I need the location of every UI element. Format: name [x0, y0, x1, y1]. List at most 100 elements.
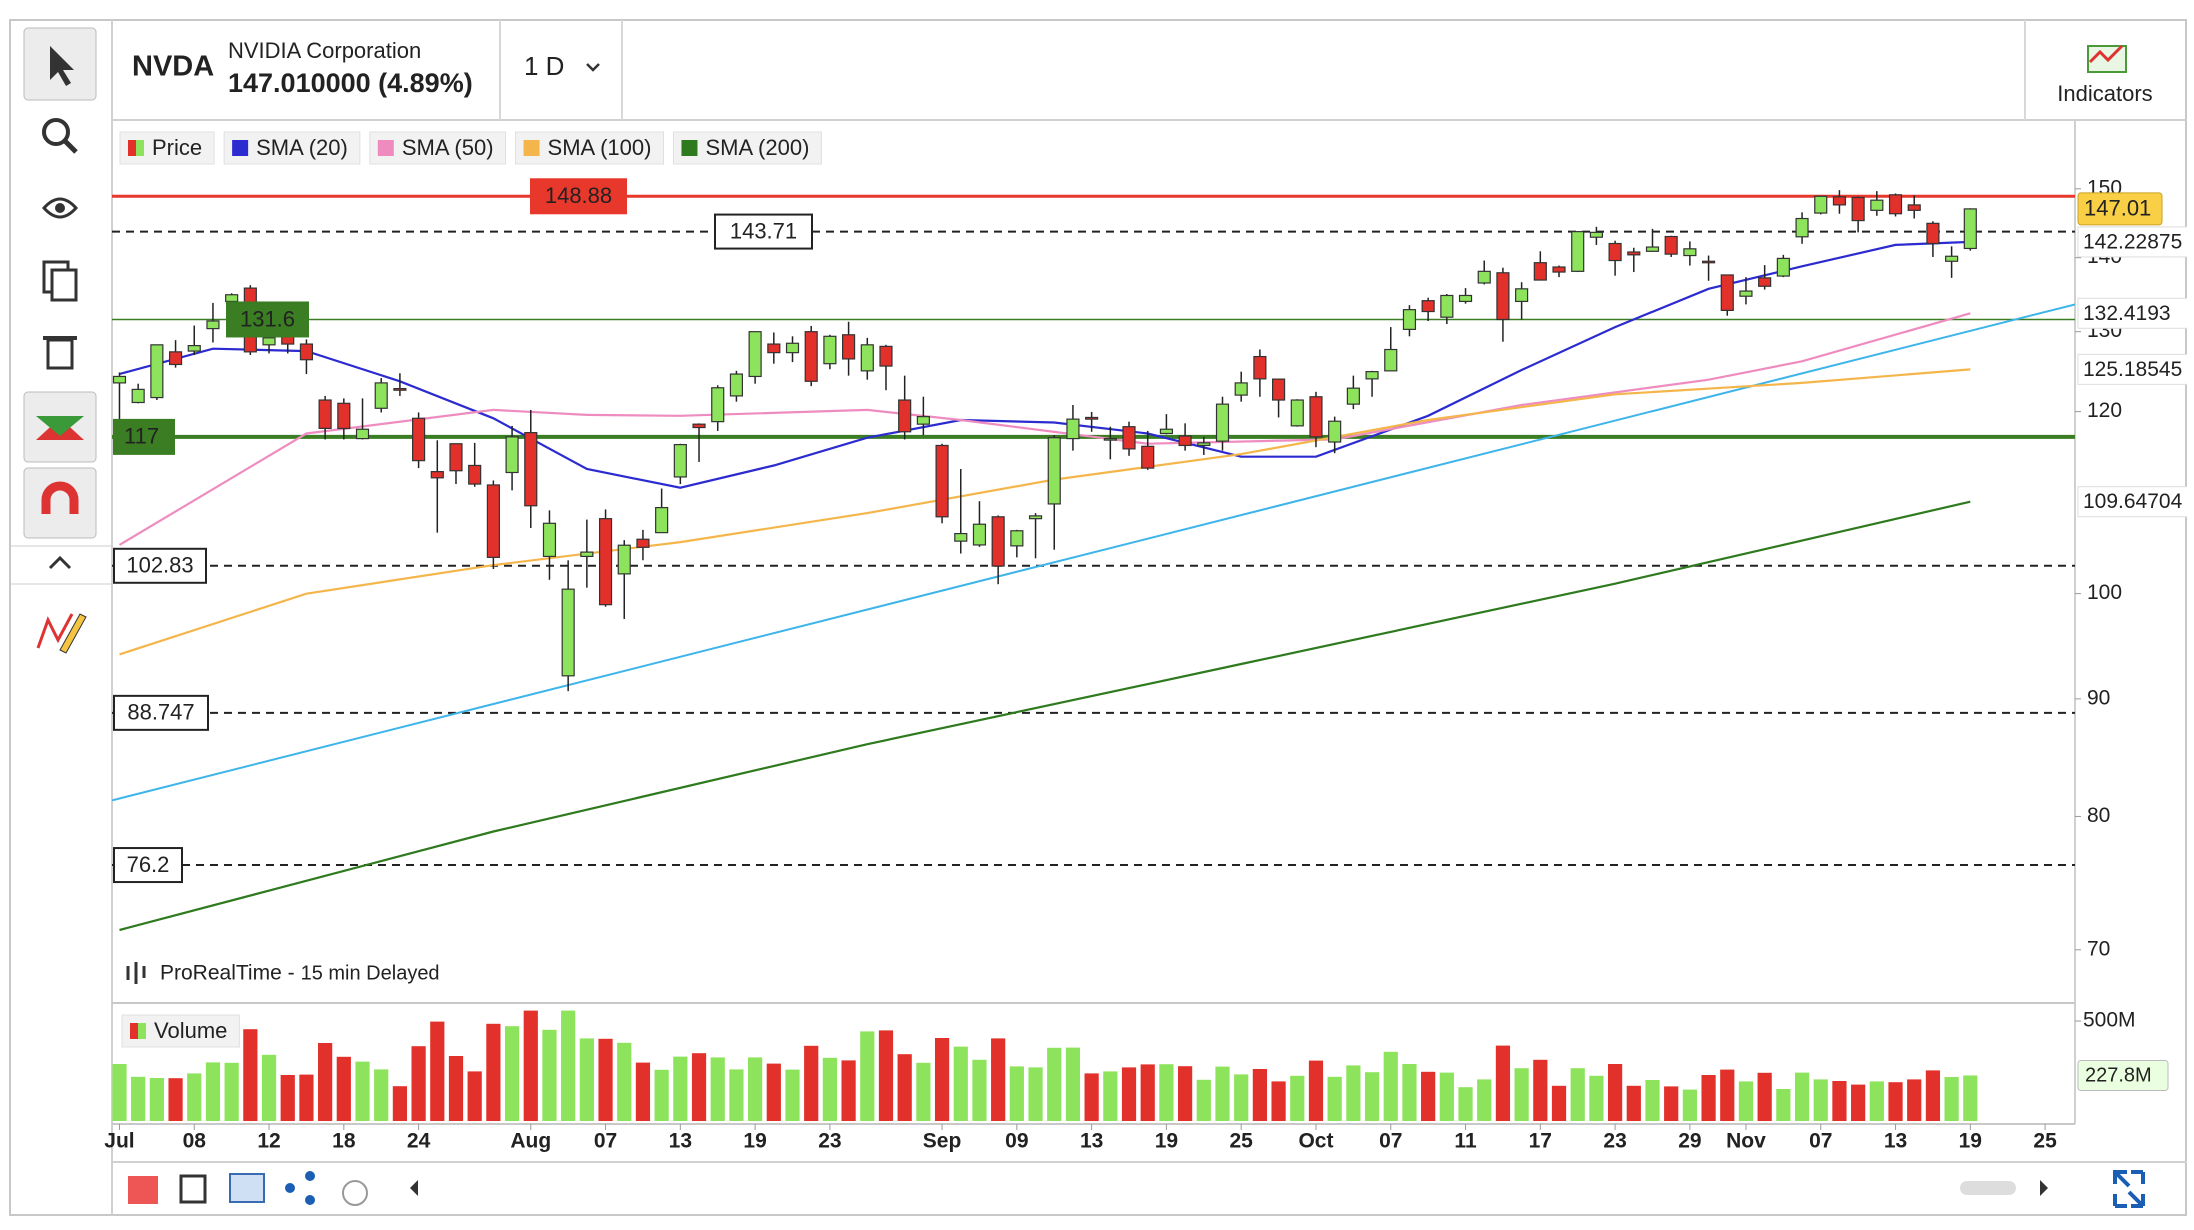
- volume-bar: [1028, 1067, 1043, 1121]
- candle-body: [972, 523, 987, 546]
- interval-chevron[interactable]: [586, 63, 600, 72]
- legend-swatch: [377, 140, 394, 156]
- save-icon[interactable]: [179, 1174, 207, 1204]
- volume-last-label: 227.8M: [2085, 1065, 2152, 1087]
- share-icon[interactable]: [285, 1183, 295, 1193]
- source-icon: [126, 962, 146, 984]
- volume-bar: [1851, 1084, 1866, 1121]
- pointer-icon: [50, 46, 74, 86]
- volume-bar: [617, 1042, 632, 1121]
- volume-bar: [972, 1059, 987, 1121]
- eye-icon[interactable]: [41, 197, 79, 219]
- candle-body: [1253, 355, 1267, 380]
- x-tick-label: 23: [818, 1130, 841, 1153]
- x-tick-label: 08: [183, 1130, 207, 1153]
- indicators-icon[interactable]: [2087, 44, 2127, 73]
- candle-body: [262, 337, 276, 346]
- candle-body: [355, 428, 370, 440]
- level-label: 117: [124, 424, 159, 449]
- volume-bar: [1047, 1047, 1062, 1121]
- volume-bar: [1963, 1075, 1978, 1121]
- legend-item: SMA (100): [515, 131, 664, 165]
- interval[interactable]: 1 D: [524, 51, 564, 81]
- candle-body: [1907, 204, 1921, 211]
- volume-bar: [1290, 1075, 1305, 1121]
- help-icon[interactable]: [342, 1180, 368, 1206]
- candle-body: [1141, 445, 1155, 469]
- candle-body: [673, 443, 687, 478]
- tool-icon[interactable]: [128, 1176, 158, 1204]
- share-icon: [305, 1171, 315, 1181]
- volume-bar: [168, 1078, 183, 1121]
- pen-icon[interactable]: [36, 613, 74, 649]
- candle-body: [785, 342, 800, 354]
- candle-body: [1458, 294, 1473, 303]
- candle-body: [1328, 420, 1342, 443]
- zoom-icon[interactable]: [42, 118, 70, 146]
- indicators-button[interactable]: Indicators: [2057, 81, 2152, 106]
- candle-body: [299, 343, 314, 361]
- volume-tick-label: 500M: [2083, 1009, 2136, 1032]
- scroll-left[interactable]: [410, 1180, 418, 1196]
- fullscreen-icon[interactable]: [2113, 1170, 2145, 1208]
- candle-body: [1346, 387, 1360, 405]
- volume-bar: [1364, 1072, 1380, 1121]
- volume-bar: [1888, 1082, 1903, 1121]
- candle-body: [150, 344, 164, 399]
- sma-line: [119, 500, 1971, 932]
- x-tick-label: 25: [1230, 1130, 1254, 1153]
- volume-bar: [187, 1073, 202, 1121]
- candle-body: [1103, 437, 1117, 441]
- candle-body: [1926, 222, 1940, 245]
- legend-label: Price: [152, 135, 202, 160]
- volume-bar: [504, 1026, 520, 1121]
- legend-label: Volume: [154, 1018, 227, 1043]
- volume-bar: [1776, 1089, 1791, 1121]
- candle-body: [542, 522, 557, 558]
- x-tick-label: 19: [1155, 1130, 1178, 1153]
- level-label-box: [530, 178, 627, 215]
- volume-bar: [766, 1063, 781, 1121]
- scroll-right[interactable]: [2040, 1180, 2048, 1196]
- collapse-icon[interactable]: [48, 555, 72, 570]
- last-price-box: [2077, 192, 2163, 226]
- legend-swatch: [232, 140, 249, 156]
- candle-body: [1664, 235, 1678, 255]
- scrollbar[interactable]: [1960, 1181, 2016, 1195]
- candle-body: [1515, 288, 1529, 303]
- company-name: NVIDIA Corporation: [228, 38, 421, 63]
- legend-label: SMA (50): [402, 135, 494, 160]
- candle-body: [1645, 246, 1660, 252]
- candle-body: [318, 399, 332, 429]
- x-tick-label: 07: [1379, 1130, 1402, 1153]
- volume-bar: [729, 1069, 744, 1121]
- overlay: Price SMA (20) SMA (50) SMA (100) SMA (200) 1…: [113, 131, 822, 884]
- candle-body: [187, 345, 201, 352]
- candle-body: [1739, 290, 1753, 297]
- legend-item: Price: [119, 131, 215, 165]
- sma-value-label: 132.4193: [2083, 302, 2171, 325]
- volume-bar: [280, 1075, 295, 1121]
- candle-body: [617, 544, 631, 575]
- tool-button[interactable]: [23, 467, 97, 539]
- volume-bar: [1813, 1079, 1828, 1121]
- candle-body: [1683, 248, 1697, 257]
- symbol: NVDA: [132, 51, 214, 83]
- volume-bar: [1383, 1051, 1398, 1121]
- candle-body: [1197, 442, 1211, 447]
- candle-body: [112, 375, 127, 384]
- volume-bar: [1421, 1071, 1436, 1121]
- candle-body: [598, 518, 613, 606]
- candle-body: [1178, 435, 1192, 447]
- level-label-box: [113, 694, 209, 731]
- volume-bar: [467, 1071, 482, 1121]
- candle-body: [711, 387, 725, 423]
- candle-body: [561, 588, 575, 677]
- y-tick-label: 80: [2087, 804, 2110, 827]
- volume-bar: [878, 1030, 894, 1121]
- layout-icon[interactable]: [229, 1173, 265, 1203]
- candle-body: [1272, 378, 1286, 401]
- candle-body: [1309, 396, 1323, 438]
- legend-label: SMA (200): [705, 135, 809, 160]
- x-tick-label: Nov: [1726, 1130, 1766, 1153]
